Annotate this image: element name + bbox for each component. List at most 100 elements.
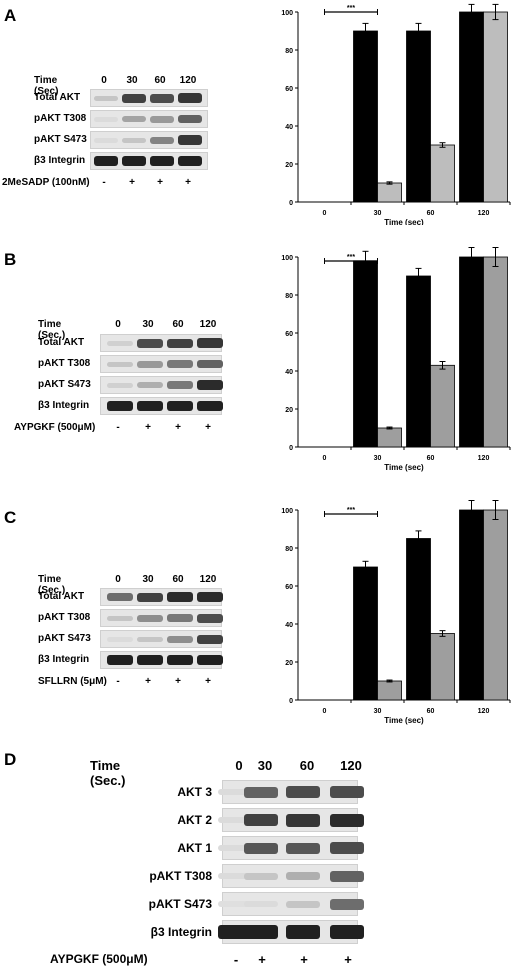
blot-band — [286, 842, 320, 854]
x-tick-label: 120 — [478, 455, 490, 462]
blot-strip — [100, 609, 223, 627]
y-tick-label: 0 — [289, 698, 293, 705]
blot-band — [94, 137, 118, 143]
blot-row-label: Total AKT — [38, 591, 85, 602]
blot-strip — [90, 89, 208, 107]
blot-row-label: β3 Integrin — [38, 400, 90, 411]
significance-marker: *** — [347, 254, 355, 261]
significance-marker: *** — [347, 507, 355, 514]
blot-band — [197, 634, 223, 644]
blot-band — [167, 614, 193, 622]
blot-row-label: pAKT S473 — [34, 134, 87, 145]
blot-band — [197, 338, 223, 348]
y-tick-label: 40 — [285, 369, 293, 376]
time-point: 0 — [115, 319, 121, 330]
treatment-label: SFLLRN (5μM) — [38, 676, 107, 687]
blot-band — [167, 338, 193, 348]
blot-band — [286, 900, 320, 908]
time-point: 0 — [115, 574, 121, 585]
blot-strip — [100, 376, 223, 394]
panel-label: D — [4, 750, 17, 769]
blot-row-label: pAKT T308 — [149, 869, 212, 883]
blot-band — [150, 156, 174, 166]
treatment-sign: + — [300, 952, 308, 967]
bar — [353, 260, 378, 448]
bar — [353, 30, 378, 203]
panel-label: A — [4, 6, 17, 25]
blot-band — [244, 814, 278, 826]
x-tick-label: 120 — [478, 708, 490, 715]
bar — [406, 538, 431, 701]
blot-band — [244, 901, 278, 907]
time-point: 60 — [172, 574, 184, 585]
blot-band — [218, 789, 252, 795]
time-point: 30 — [257, 758, 273, 773]
blot-row-label: β3 Integrin — [34, 155, 86, 166]
blot-band — [107, 382, 133, 388]
blot-row-label: AKT 2 — [177, 813, 212, 827]
blot-band — [197, 613, 223, 623]
blot-strip — [218, 892, 364, 916]
time-point: 30 — [126, 75, 138, 86]
significance-marker: *** — [347, 5, 355, 12]
blot-strip — [100, 651, 223, 669]
time-point: 60 — [172, 319, 184, 330]
blot-band — [244, 925, 278, 939]
blot-row-label: Total AKT — [34, 92, 81, 103]
blot-band — [107, 615, 133, 621]
treatment-sign: + — [258, 952, 266, 967]
blot-band — [286, 872, 320, 880]
y-tick-label: 60 — [285, 86, 293, 93]
time-point: 120 — [340, 758, 362, 773]
blot-row-label: pAKT S473 — [148, 897, 212, 911]
blot-row-label: β3 Integrin — [150, 925, 212, 939]
x-tick-label: 0 — [323, 210, 327, 217]
blot-band — [137, 401, 163, 411]
blot-band — [94, 116, 118, 122]
bar — [430, 144, 455, 203]
time-point: 120 — [199, 574, 217, 585]
panel-d: D Time (Sec.) 0 30 60 120 AKT 3 AKT 2 AKT 1 pAKT… — [0, 740, 520, 967]
panel-c: C Time (Sec.) 0 30 60 120 Total AKT pAKT T308 p… — [0, 498, 520, 738]
blot-band — [137, 382, 163, 388]
blot-band — [122, 137, 146, 143]
bar — [459, 11, 484, 203]
blot-row-label: Total AKT — [38, 337, 85, 348]
blot-row-label: AKT 1 — [177, 841, 212, 855]
x-tick-label: 30 — [374, 708, 382, 715]
blot-band — [330, 870, 364, 882]
blot-band — [286, 786, 320, 798]
time-point: 60 — [154, 75, 166, 86]
panel-label: C — [4, 508, 17, 527]
blot-band — [150, 136, 174, 144]
y-tick-label: 60 — [285, 331, 293, 338]
blot-band — [167, 635, 193, 643]
time-header: Time (Sec.) — [38, 574, 66, 596]
x-tick-label: 0 — [323, 708, 327, 715]
time-point: 30 — [142, 319, 154, 330]
y-tick-label: 100 — [281, 10, 293, 17]
panel-label: B — [4, 250, 17, 269]
treatment-sign: - — [233, 952, 239, 967]
blot-band — [218, 845, 252, 851]
blot-band — [122, 156, 146, 166]
time-point: 30 — [142, 574, 154, 585]
blot-band — [107, 361, 133, 367]
blot-row-label: pAKT S473 — [38, 379, 91, 390]
blot-band — [218, 925, 252, 939]
time-point: 0 — [235, 758, 243, 773]
blot-band — [122, 93, 146, 103]
blot-band — [137, 636, 163, 642]
x-tick-label: 120 — [478, 210, 490, 217]
treatment-sign: - — [102, 177, 106, 188]
y-tick-label: 80 — [285, 546, 293, 553]
bar — [406, 30, 431, 203]
treatment-label: AYPGKF (500μM) — [50, 952, 148, 966]
treatment-sign: - — [116, 422, 120, 433]
blot-band — [167, 360, 193, 368]
blot-band — [197, 380, 223, 390]
blot-band — [178, 115, 202, 123]
blot-band — [286, 925, 320, 939]
